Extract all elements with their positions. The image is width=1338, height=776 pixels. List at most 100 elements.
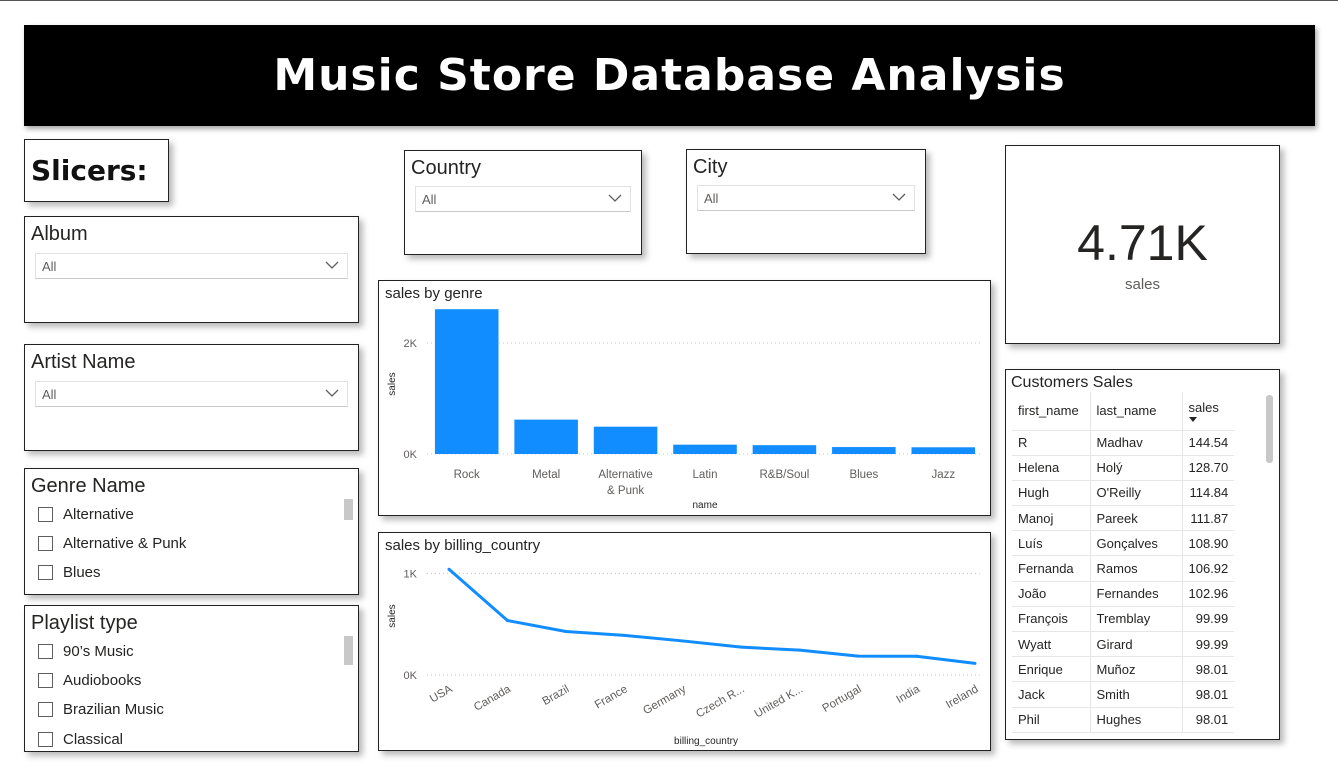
column-header-sales[interactable]: sales xyxy=(1182,392,1235,431)
table-row[interactable]: François Tremblay 99.99 xyxy=(1012,606,1235,633)
x-tick-label: United K... xyxy=(753,683,806,720)
x-axis-label: name xyxy=(692,500,717,511)
city-dropdown[interactable]: All xyxy=(697,185,915,211)
playlist-option[interactable]: 90’s Music xyxy=(38,643,134,660)
table-row[interactable]: Luís Gonçalves 108.90 xyxy=(1012,530,1235,557)
cell-first-name: François xyxy=(1012,606,1091,633)
cell-sales: 102.96 xyxy=(1182,581,1235,607)
genre-option[interactable]: Alternative xyxy=(38,506,134,523)
checkbox[interactable] xyxy=(38,732,53,747)
y-tick-label: 0K xyxy=(404,670,418,682)
table-row[interactable]: Manoj Pareek 111.87 xyxy=(1012,505,1235,532)
album-slicer: Album All xyxy=(24,216,359,323)
sales-by-country-chart: sales by billing_country 0K 1K USA Canada Br… xyxy=(378,532,991,751)
country-slicer-title: Country xyxy=(411,157,482,179)
page-title: Music Store Database Analysis xyxy=(273,50,1066,101)
album-slicer-title: Album xyxy=(31,223,88,245)
album-dropdown-value: All xyxy=(42,259,57,274)
cell-last-name: Ramos xyxy=(1090,555,1183,582)
genre-option[interactable]: Alternative & Punk xyxy=(38,535,186,552)
cell-last-name: Hughes xyxy=(1090,707,1183,733)
column-header-first-name[interactable]: first_name xyxy=(1012,392,1091,431)
checkbox[interactable] xyxy=(38,702,53,717)
checkbox[interactable] xyxy=(38,644,53,659)
playlist-slicer-title: Playlist type xyxy=(31,612,138,634)
cell-first-name: João xyxy=(1012,581,1091,607)
table-row[interactable]: Hugh O'Reilly 114.84 xyxy=(1012,480,1235,507)
cell-first-name: Manoj xyxy=(1012,505,1091,532)
album-dropdown[interactable]: All xyxy=(35,253,348,279)
sales-kpi-value: 4.71K xyxy=(1077,215,1208,271)
column-header-last-name[interactable]: last_name xyxy=(1090,392,1183,431)
cell-first-name: Wyatt xyxy=(1012,631,1091,658)
table-row[interactable]: João Fernandes 102.96 xyxy=(1012,581,1235,607)
table-row[interactable]: Helena Holý 128.70 xyxy=(1012,455,1235,481)
cell-sales: 111.87 xyxy=(1182,505,1235,532)
playlist-slicer: Playlist type 90’s Music Audiobooks Braz… xyxy=(24,605,359,752)
city-slicer-title: City xyxy=(693,156,728,178)
cell-sales: 128.70 xyxy=(1182,455,1235,481)
table-row[interactable]: Wyatt Girard 99.99 xyxy=(1012,631,1235,658)
cell-last-name: Fernandes xyxy=(1090,581,1183,607)
x-tick-label: Canada xyxy=(472,683,513,714)
data-point xyxy=(447,567,451,571)
artist-dropdown[interactable]: All xyxy=(35,381,348,407)
artist-slicer-title: Artist Name xyxy=(31,351,136,373)
sales-by-genre-chart: sales by genre 0K 2K Rock Metal Alternative &… xyxy=(378,280,991,516)
genre-option-label: Blues xyxy=(63,564,101,581)
y-axis-label: sales xyxy=(387,372,398,395)
y-axis-label: sales xyxy=(387,604,398,627)
cell-last-name: Smith xyxy=(1090,681,1183,708)
playlist-option[interactable]: Brazilian Music xyxy=(38,701,164,718)
cell-first-name: Jack xyxy=(1012,681,1091,708)
cell-sales: 99.99 xyxy=(1182,631,1235,658)
bar-chart-svg: 0K 2K Rock Metal Alternative & Punk Latin R&B/S… xyxy=(387,309,983,511)
checkbox[interactable] xyxy=(38,536,53,551)
x-tick-label: France xyxy=(593,683,630,711)
bar-blues xyxy=(832,447,896,454)
data-point xyxy=(915,654,919,658)
checkbox[interactable] xyxy=(38,507,53,522)
top-border xyxy=(0,0,1338,1)
playlist-option[interactable]: Classical xyxy=(38,731,123,748)
table-row[interactable]: Jack Smith 98.01 xyxy=(1012,681,1235,708)
sales-kpi-label: sales xyxy=(1124,276,1161,293)
playlist-option-label: Brazilian Music xyxy=(63,701,164,718)
customers-sales-table: Customers Sales first_name last_name sal… xyxy=(1005,369,1280,740)
table-scrollbar[interactable] xyxy=(1266,395,1273,463)
cell-last-name: Pareek xyxy=(1090,505,1183,532)
cell-sales: 114.84 xyxy=(1182,480,1235,507)
cell-sales: 98.01 xyxy=(1182,707,1235,733)
cell-sales: 106.92 xyxy=(1182,555,1235,582)
genre-option[interactable]: Blues xyxy=(38,564,101,581)
y-tick-label: 1K xyxy=(404,568,418,580)
cell-last-name: Tremblay xyxy=(1090,606,1183,633)
sales-kpi-card: 4.71K sales xyxy=(1005,145,1280,344)
table-row[interactable]: R Madhav 144.54 xyxy=(1012,430,1235,456)
genre-slicer-title: Genre Name xyxy=(31,475,146,497)
slicers-label-box: Slicers: xyxy=(24,139,169,202)
table-row[interactable]: Phil Hughes 98.01 xyxy=(1012,707,1235,733)
checkbox[interactable] xyxy=(38,565,53,580)
country-dropdown[interactable]: All xyxy=(415,186,631,212)
playlist-scrollbar[interactable] xyxy=(344,636,353,665)
table-row[interactable]: Enrique Muñoz 98.01 xyxy=(1012,656,1235,683)
x-tick-label: R&B/Soul xyxy=(759,469,809,481)
cell-first-name: Fernanda xyxy=(1012,555,1091,582)
data-point xyxy=(739,645,743,649)
table-row[interactable]: Fernanda Ramos 106.92 xyxy=(1012,555,1235,582)
cell-first-name: Helena xyxy=(1012,455,1091,481)
artist-dropdown-value: All xyxy=(42,387,57,402)
x-axis-label: billing_country xyxy=(674,736,738,747)
chevron-down-icon xyxy=(608,194,622,202)
data-point xyxy=(505,619,509,623)
bar-metal xyxy=(514,419,578,454)
genre-scrollbar[interactable] xyxy=(344,499,353,520)
bar-alternative-punk xyxy=(593,426,658,454)
customers-table: first_name last_name sales R Madhav 144.54… xyxy=(1012,392,1235,733)
title-banner: Music Store Database Analysis xyxy=(24,25,1315,126)
x-tick-label: Metal xyxy=(532,469,560,481)
x-tick-label: Ireland xyxy=(944,683,980,711)
checkbox[interactable] xyxy=(38,673,53,688)
playlist-option[interactable]: Audiobooks xyxy=(38,672,141,689)
